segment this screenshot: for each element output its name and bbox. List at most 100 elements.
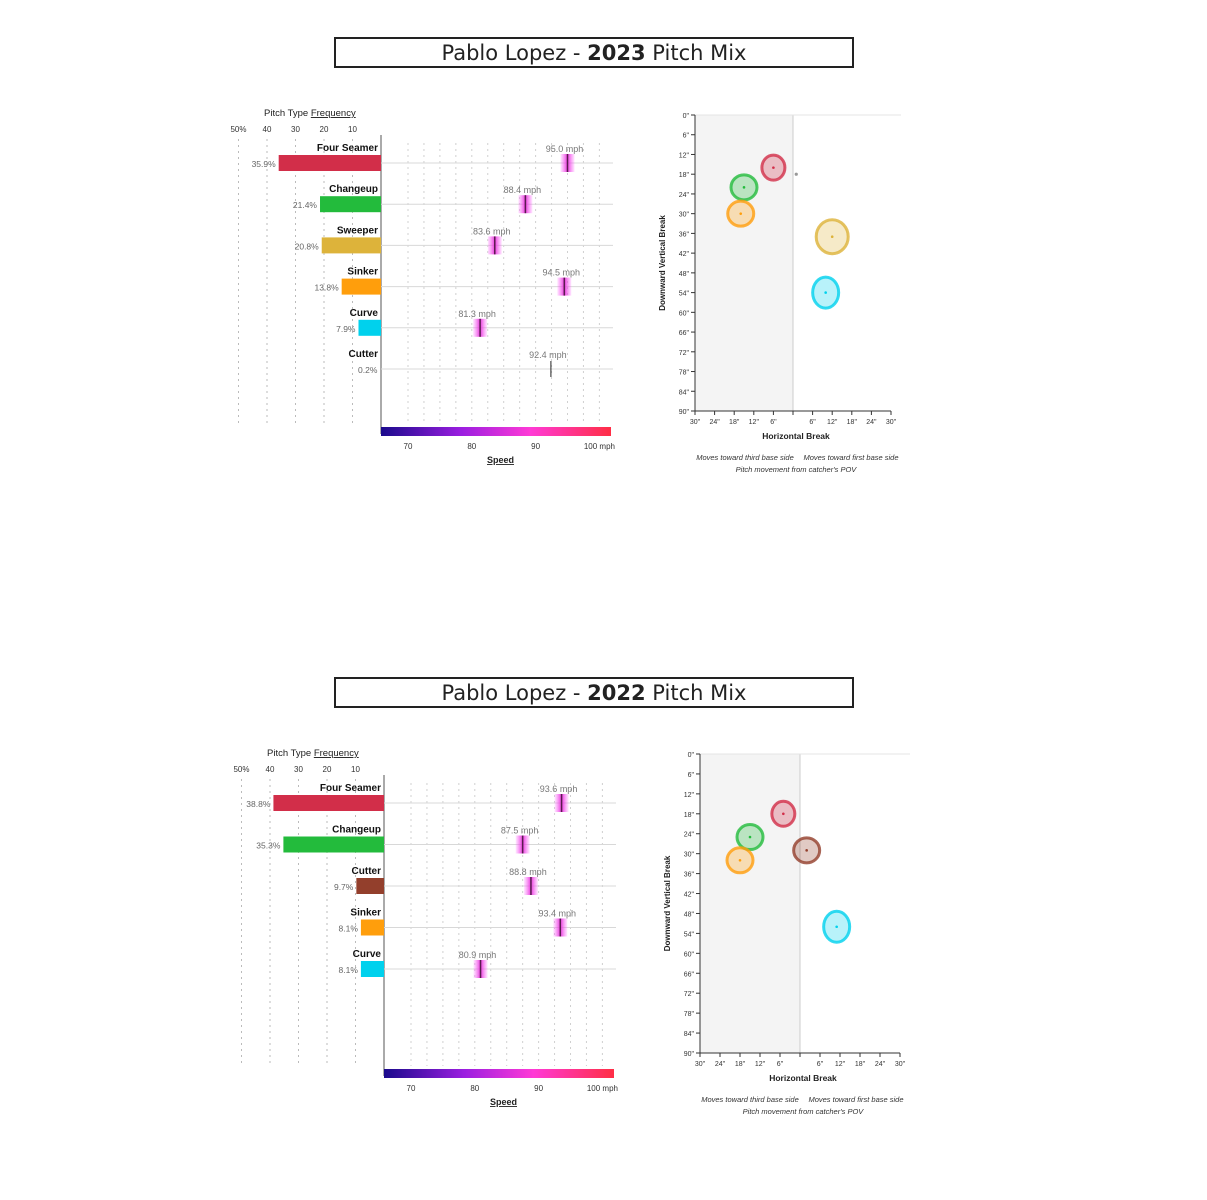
- freq-value-label: 9.7%: [334, 882, 354, 892]
- pitch-name-label: Changeup: [329, 184, 378, 195]
- freq-tick-label: 20: [320, 125, 329, 134]
- freq-bar: [360, 919, 384, 936]
- freq-value-label: 8.1%: [339, 924, 359, 934]
- vbreak-tick-label: 78": [684, 1011, 695, 1018]
- movement-center-dot: [739, 212, 743, 215]
- vbreak-tick-label: 0": [688, 752, 695, 759]
- speed-axis-title[interactable]: Speed: [490, 1097, 517, 1107]
- speed-tick-label: 100 mph: [584, 442, 615, 451]
- freq-bar: [321, 237, 381, 254]
- speed-axis-title[interactable]: Speed: [487, 455, 514, 465]
- movement-center-dot: [805, 849, 808, 852]
- pitch-name-label: Sweeper: [337, 225, 378, 236]
- hbreak-tick-label: 30": [690, 419, 701, 426]
- freq-tick-label: 10: [348, 125, 357, 134]
- hbreak-axis-title: Horizontal Break: [762, 431, 830, 441]
- freq-bar: [341, 278, 381, 295]
- title-suffix: Pitch Mix: [645, 681, 747, 705]
- freq-tick-label: 30: [291, 125, 300, 134]
- pitch-mix-chart: Pitch Type Frequency 50% 40 30 20 10 Four Seam…: [233, 748, 910, 1116]
- hbreak-tick-label: 6": [817, 1061, 824, 1068]
- vbreak-tick-label: 42": [679, 251, 690, 258]
- movement-center-dot: [794, 172, 798, 176]
- hbreak-tick-label: 24": [866, 419, 877, 426]
- movement-center-dot: [835, 925, 838, 929]
- freq-title-link[interactable]: Frequency: [314, 748, 359, 759]
- pitch-name-label: Four Seamer: [317, 143, 378, 154]
- speed-value-label: 88.8 mph: [509, 867, 547, 877]
- note-first-base: Moves toward first base side: [803, 453, 898, 462]
- freq-value-label: 20.8%: [295, 241, 320, 251]
- freq-bar: [356, 878, 384, 894]
- vbreak-tick-label: 24": [684, 832, 695, 839]
- speed-tick-label: 70: [407, 1084, 416, 1093]
- chart-group: Pitch Type Frequency 50% 40 30 20 10 Four Seam…: [233, 748, 910, 1116]
- vbreak-axis-title: Downward Vertical Break: [658, 215, 667, 311]
- vbreak-tick-label: 72": [679, 350, 690, 357]
- speed-tick-label: 70: [404, 442, 413, 451]
- speed-value-label: 94.5 mph: [543, 268, 581, 278]
- hbreak-tick-label: 12": [749, 419, 760, 426]
- hbreak-tick-label: 24": [709, 419, 720, 426]
- vbreak-tick-label: 36": [684, 872, 695, 879]
- chart-title: Pablo Lopez - 2023 Pitch Mix: [334, 37, 854, 68]
- vbreak-tick-label: 42": [684, 892, 695, 899]
- speed-tick-label: 90: [534, 1084, 543, 1093]
- vbreak-tick-label: 36": [679, 231, 690, 238]
- freq-value-label: 38.8%: [246, 799, 271, 809]
- vbreak-tick-label: 60": [679, 310, 690, 317]
- pitch-name-label: Changeup: [332, 825, 381, 836]
- vbreak-tick-label: 66": [684, 971, 695, 978]
- hbreak-tick-label: 18": [735, 1061, 746, 1068]
- vbreak-tick-label: 30": [684, 852, 695, 859]
- freq-tick-label: 20: [323, 765, 332, 774]
- vbreak-tick-label: 6": [683, 133, 690, 140]
- third-base-side-shade: [695, 115, 793, 411]
- note-pov: Pitch movement from catcher's POV: [743, 1107, 865, 1116]
- vbreak-tick-label: 72": [684, 991, 695, 998]
- speed-value-label: 92.4 mph: [529, 350, 567, 360]
- vbreak-tick-label: 54": [684, 931, 695, 938]
- freq-bar: [360, 961, 384, 977]
- movement-center-dot: [748, 835, 752, 839]
- vbreak-tick-label: 84": [679, 389, 690, 396]
- speed-value-label: 83.6 mph: [473, 226, 511, 236]
- hbreak-tick-label: 30": [886, 419, 897, 426]
- chart-panel-2022: Pablo Lopez - 2022 Pitch Mix Pitch Type …: [0, 640, 1207, 1200]
- hbreak-tick-label: 30": [895, 1061, 906, 1068]
- speed-color-bar: [381, 427, 611, 436]
- vbreak-tick-label: 66": [679, 330, 690, 337]
- title-prefix: Pablo Lopez -: [441, 681, 588, 705]
- speed-tick-label: 100 mph: [587, 1084, 618, 1093]
- vbreak-axis-title: Downward Vertical Break: [663, 855, 672, 951]
- title-suffix: Pitch Mix: [645, 41, 747, 65]
- speed-tick-label: 80: [470, 1084, 479, 1093]
- freq-bar: [278, 155, 381, 171]
- hbreak-tick-label: 18": [855, 1061, 866, 1068]
- vbreak-tick-label: 84": [684, 1031, 695, 1038]
- freq-value-label: 35.9%: [252, 159, 277, 169]
- freq-title-prefix: Pitch Type: [267, 748, 314, 759]
- speed-value-label: 87.5 mph: [501, 826, 539, 836]
- movement-center-dot: [782, 812, 785, 816]
- speed-value-label: 80.9 mph: [459, 950, 497, 960]
- movement-center-dot: [738, 859, 742, 862]
- hbreak-tick-label: 24": [875, 1061, 886, 1068]
- speed-tick-label: 90: [531, 442, 540, 451]
- vbreak-tick-label: 60": [684, 951, 695, 958]
- hbreak-tick-label: 12": [827, 419, 838, 426]
- hbreak-tick-label: 12": [835, 1061, 846, 1068]
- freq-axis-title: Pitch Type Frequency: [267, 748, 359, 759]
- speed-value-label: 93.4 mph: [539, 909, 577, 919]
- vbreak-tick-label: 6": [688, 772, 695, 779]
- freq-bar: [358, 319, 381, 336]
- speed-value-label: 81.3 mph: [458, 309, 496, 319]
- hbreak-tick-label: 6": [770, 419, 777, 426]
- speed-value-label: 95.0 mph: [546, 144, 584, 154]
- freq-tick-label: 40: [266, 765, 275, 774]
- freq-title-link[interactable]: Frequency: [311, 108, 356, 119]
- freq-bar: [273, 795, 384, 811]
- pitch-name-label: Sinker: [347, 267, 378, 278]
- freq-value-label: 21.4%: [293, 200, 318, 210]
- freq-value-label: 13.8%: [315, 283, 340, 293]
